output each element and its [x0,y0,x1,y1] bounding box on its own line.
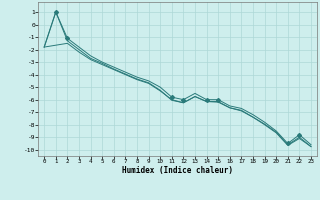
X-axis label: Humidex (Indice chaleur): Humidex (Indice chaleur) [122,166,233,175]
